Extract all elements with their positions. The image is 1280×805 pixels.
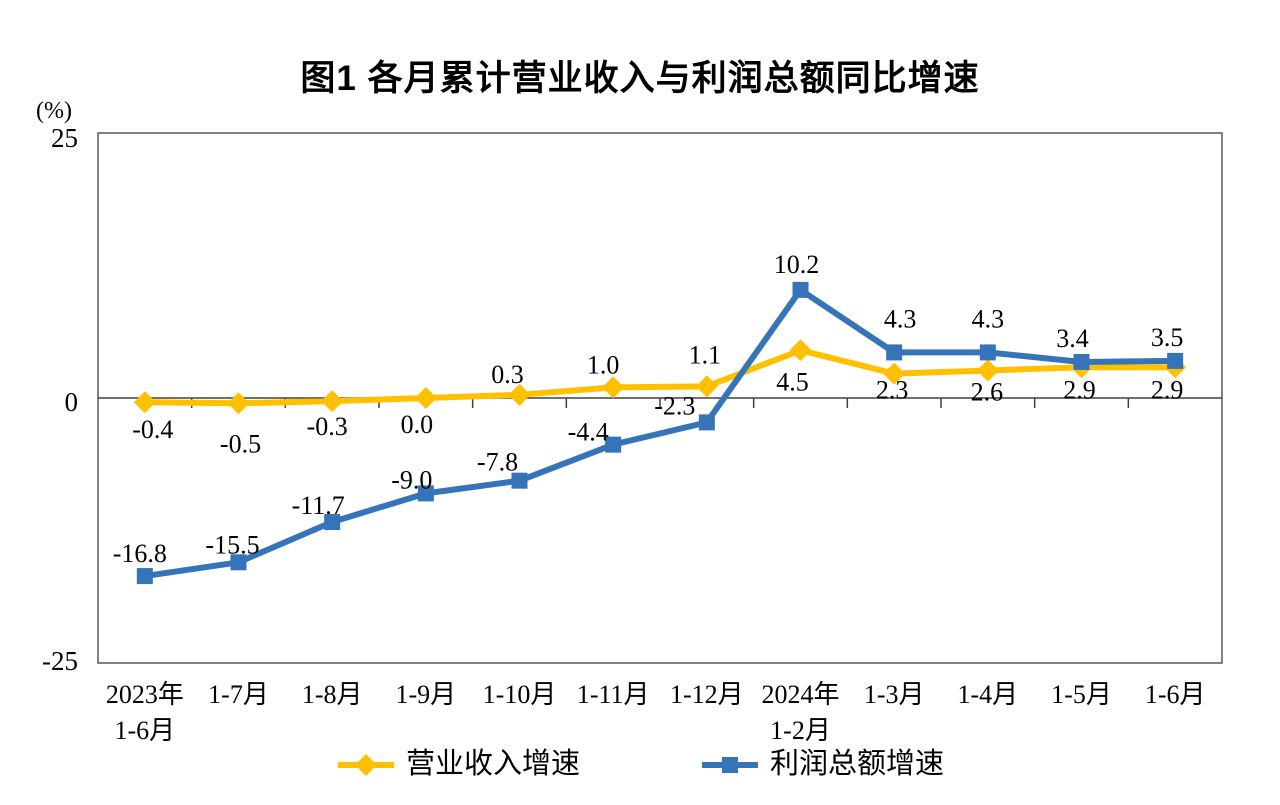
- chart-legend: 营业收入增速 利润总额增速: [0, 750, 1280, 779]
- x-tick-label: 1-3月: [864, 680, 925, 709]
- data-label: 2.9: [1151, 375, 1184, 404]
- y-tick-label: 25: [51, 123, 78, 153]
- data-label: -2.3: [654, 391, 695, 420]
- series-marker-square: [136, 568, 153, 585]
- series-marker-square: [230, 554, 247, 571]
- series-line-revenue-growth: [141, 347, 1179, 407]
- y-tick-label: 0: [65, 387, 79, 417]
- series-marker-square: [511, 472, 528, 489]
- data-label: -0.4: [132, 415, 173, 444]
- series-marker-diamond: [976, 359, 999, 382]
- revenue-line-swatch-icon: [337, 753, 394, 776]
- data-label: -4.4: [568, 418, 609, 447]
- x-tick-label: 1-5月: [1051, 680, 1112, 709]
- x-tick-label: 1-12月: [670, 680, 744, 709]
- x-tick-label: 1-7月: [208, 680, 269, 709]
- data-label: 3.4: [1056, 324, 1089, 353]
- legend-item-profit-growth: 利润总额增速: [700, 750, 944, 779]
- data-label: 1.1: [689, 340, 722, 369]
- data-label: 0.0: [401, 410, 434, 439]
- series-marker-square: [792, 281, 809, 298]
- data-label: -7.8: [477, 448, 518, 477]
- series-marker-diamond: [414, 387, 437, 409]
- series-marker-diamond: [321, 390, 344, 413]
- data-label: 4.3: [884, 304, 917, 333]
- legend-item-revenue-growth: 营业收入增速: [336, 750, 580, 779]
- series-marker-square: [1073, 353, 1090, 370]
- series-marker-diamond: [695, 375, 718, 398]
- x-tick-label: 1-8月: [302, 680, 363, 709]
- series-marker-square: [1167, 352, 1184, 369]
- data-label: 2.3: [876, 376, 909, 405]
- x-tick-label: 2024年 1-2月: [761, 680, 839, 745]
- data-label: -11.7: [292, 491, 345, 520]
- data-label: -0.3: [307, 412, 348, 441]
- x-tick-label: 1-4月: [957, 680, 1018, 709]
- series-marker-diamond: [133, 391, 156, 414]
- series-marker-square: [698, 414, 715, 431]
- series-line-profit-growth: [141, 286, 1179, 580]
- x-tick-label: 1-11月: [577, 680, 650, 709]
- legend-label-profit-growth: 利润总额增速: [770, 748, 945, 780]
- profit-line-swatch-icon: [702, 756, 758, 773]
- y-tick-label: -25: [42, 646, 78, 676]
- x-tick-label: 1-6月: [1145, 680, 1206, 709]
- data-label: -16.8: [113, 539, 167, 568]
- series-marker-square: [324, 514, 341, 531]
- data-label: -15.5: [205, 530, 259, 559]
- series-marker-diamond: [227, 392, 250, 415]
- x-tick-label: 1-10月: [483, 680, 557, 709]
- data-label: 10.2: [774, 250, 820, 279]
- data-label: 3.5: [1151, 323, 1184, 352]
- data-label: 2.9: [1063, 375, 1096, 404]
- series-marker-diamond: [508, 383, 531, 406]
- chart-title: 图1 各月累计营业收入与利润总额同比增速: [300, 59, 980, 98]
- series-marker-diamond: [789, 339, 812, 362]
- legend-label-revenue-growth: 营业收入增速: [405, 748, 580, 780]
- data-label: -0.5: [220, 429, 261, 458]
- data-label: -9.0: [391, 465, 432, 494]
- series-marker-square: [979, 344, 996, 361]
- data-label: 4.5: [776, 367, 809, 396]
- data-label: 2.6: [971, 377, 1004, 406]
- series-marker-diamond: [883, 362, 906, 385]
- data-label: 0.3: [491, 360, 524, 389]
- series-marker-square: [886, 344, 903, 361]
- data-label: 1.0: [587, 350, 620, 379]
- series-marker-square: [605, 436, 622, 453]
- x-tick-label: 1-9月: [395, 680, 456, 709]
- y-axis-unit-label: (%): [36, 98, 72, 124]
- data-label: 4.3: [972, 304, 1005, 333]
- series-marker-square: [417, 485, 434, 502]
- x-tick-label: 2023年 1-6月: [106, 680, 184, 745]
- series-marker-diamond: [602, 376, 625, 399]
